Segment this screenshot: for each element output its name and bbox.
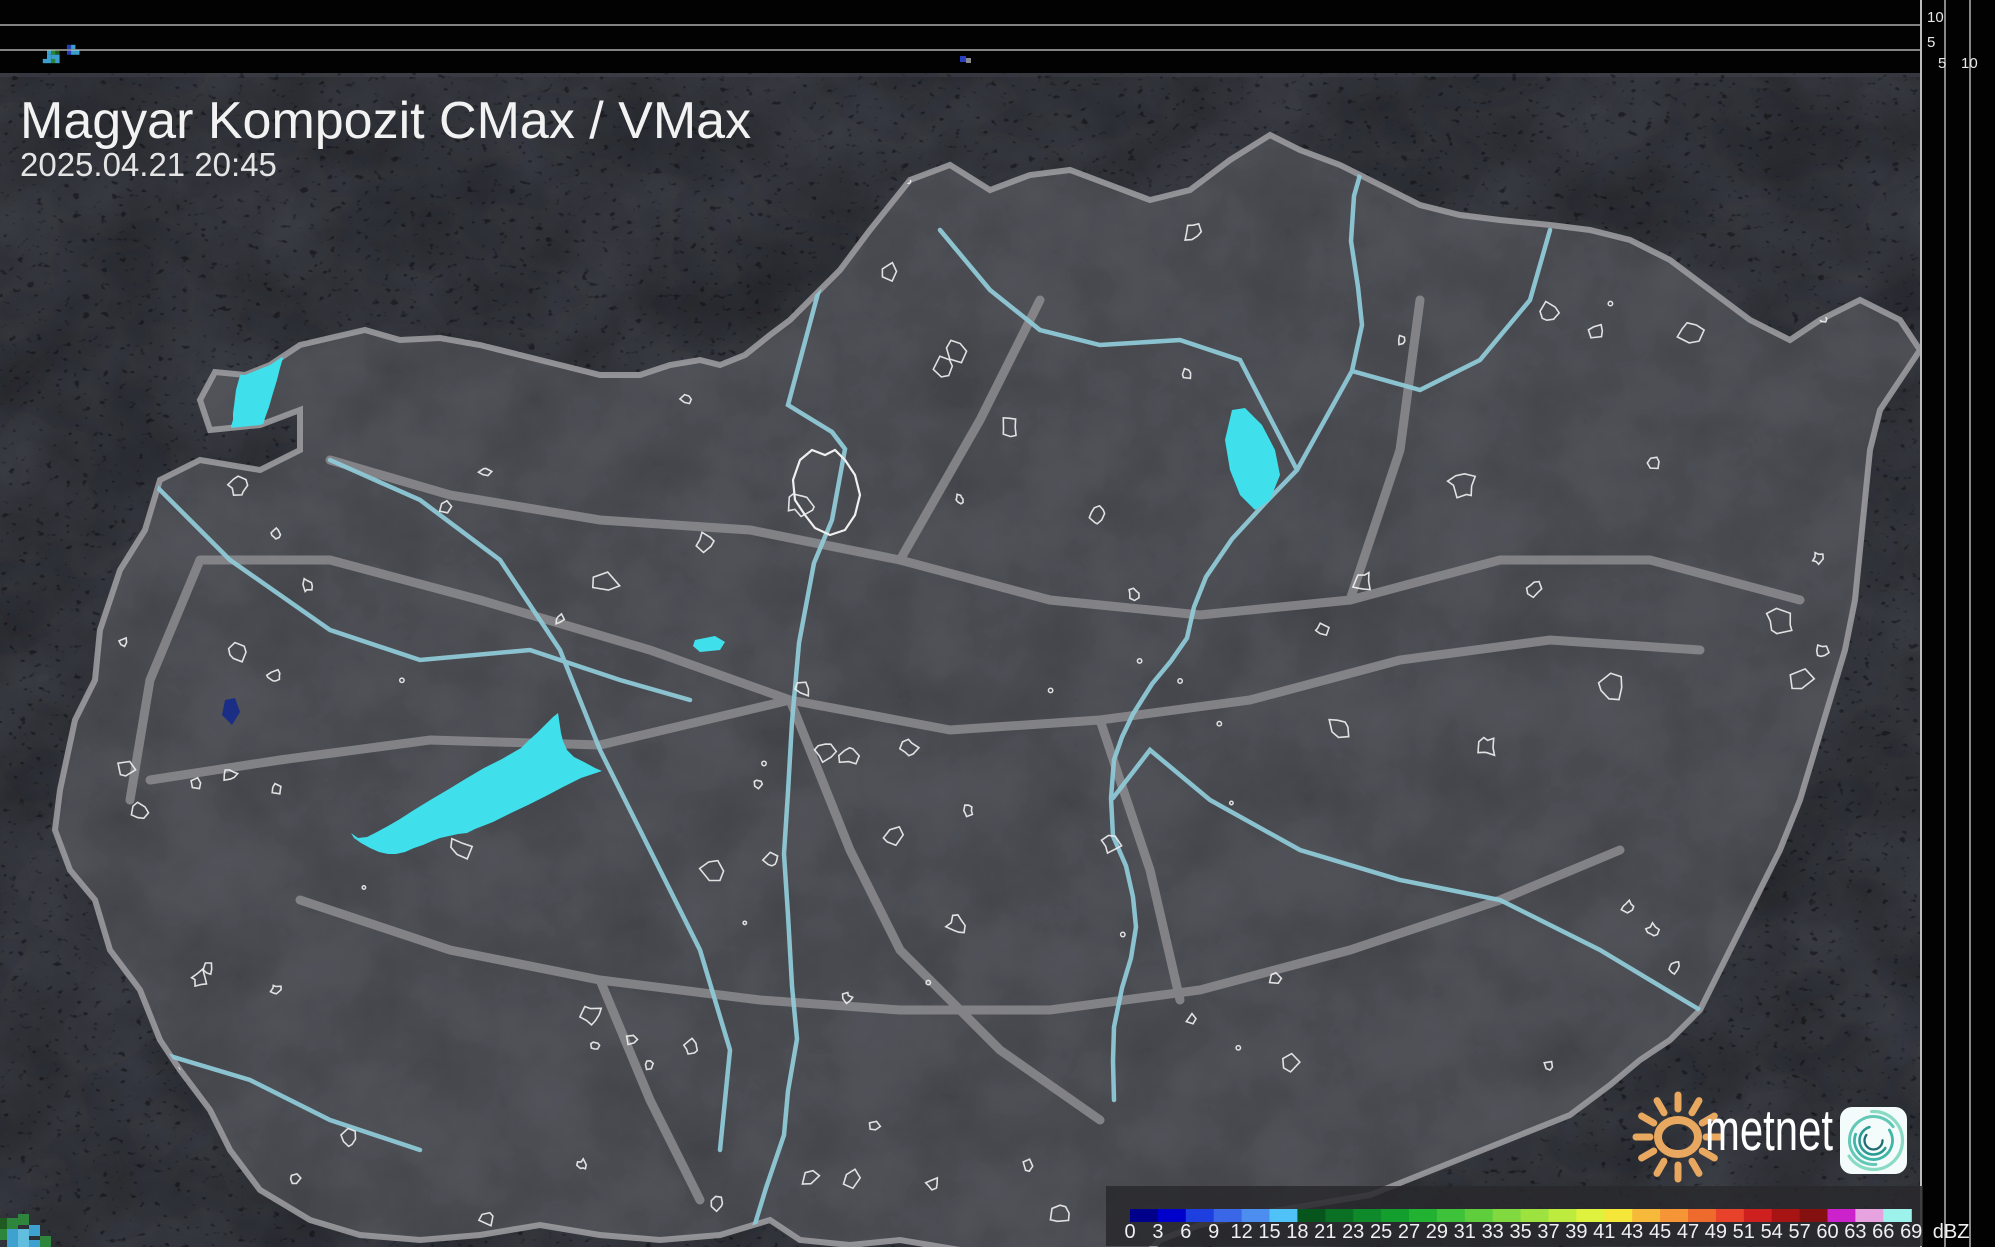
svg-text:60: 60 bbox=[1816, 1221, 1838, 1243]
svg-text:10: 10 bbox=[1927, 9, 1944, 26]
svg-text:43: 43 bbox=[1621, 1221, 1643, 1243]
svg-text:Magyar Kompozit CMax / VMax: Magyar Kompozit CMax / VMax bbox=[20, 92, 751, 150]
svg-text:66: 66 bbox=[1872, 1221, 1894, 1243]
svg-text:2025.04.21 20:45: 2025.04.21 20:45 bbox=[20, 146, 277, 183]
svg-text:37: 37 bbox=[1537, 1221, 1559, 1243]
svg-text:35: 35 bbox=[1509, 1221, 1531, 1243]
svg-text:54: 54 bbox=[1761, 1221, 1783, 1243]
svg-text:15: 15 bbox=[1258, 1221, 1280, 1243]
svg-text:9: 9 bbox=[1208, 1221, 1219, 1243]
svg-text:41: 41 bbox=[1593, 1221, 1615, 1243]
svg-text:39: 39 bbox=[1565, 1221, 1587, 1243]
svg-text:3: 3 bbox=[1152, 1221, 1163, 1243]
svg-text:23: 23 bbox=[1342, 1221, 1364, 1243]
svg-text:0: 0 bbox=[1124, 1221, 1135, 1243]
svg-text:25: 25 bbox=[1370, 1221, 1392, 1243]
svg-text:29: 29 bbox=[1426, 1221, 1448, 1243]
svg-text:5: 5 bbox=[1927, 34, 1935, 51]
svg-text:49: 49 bbox=[1705, 1221, 1727, 1243]
svg-text:69: 69 bbox=[1900, 1221, 1922, 1243]
svg-text:6: 6 bbox=[1180, 1221, 1191, 1243]
svg-text:31: 31 bbox=[1454, 1221, 1476, 1243]
svg-text:45: 45 bbox=[1649, 1221, 1671, 1243]
svg-text:27: 27 bbox=[1398, 1221, 1420, 1243]
svg-text:47: 47 bbox=[1677, 1221, 1699, 1243]
svg-text:33: 33 bbox=[1482, 1221, 1504, 1243]
svg-text:63: 63 bbox=[1844, 1221, 1866, 1243]
svg-text:metnet: metnet bbox=[1705, 1098, 1833, 1163]
svg-text:dBZ: dBZ bbox=[1933, 1221, 1970, 1243]
svg-text:57: 57 bbox=[1788, 1221, 1810, 1243]
svg-text:10: 10 bbox=[1961, 55, 1978, 72]
svg-text:12: 12 bbox=[1230, 1221, 1252, 1243]
svg-text:5: 5 bbox=[1938, 55, 1946, 72]
svg-text:18: 18 bbox=[1286, 1221, 1308, 1243]
svg-text:51: 51 bbox=[1733, 1221, 1755, 1243]
svg-text:21: 21 bbox=[1314, 1221, 1336, 1243]
